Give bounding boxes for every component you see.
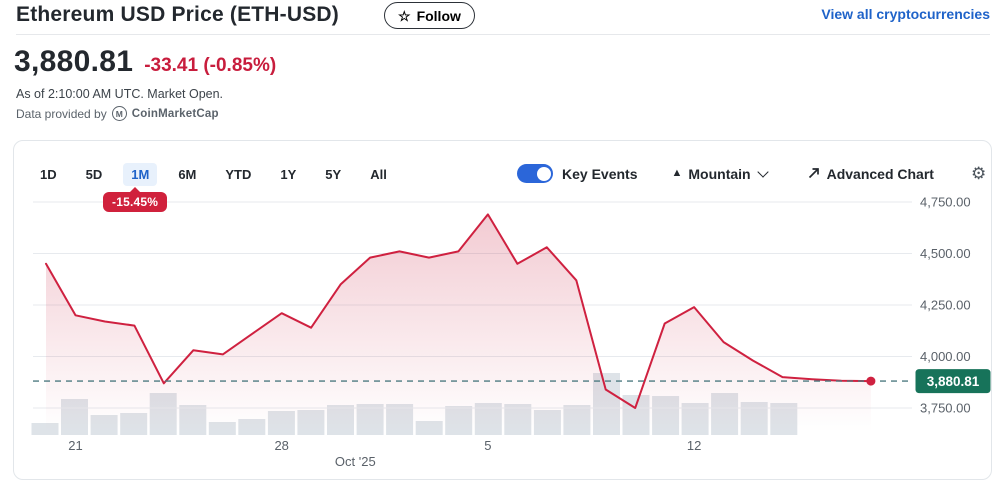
provider-name: CoinMarketCap: [131, 107, 219, 120]
mountain-icon: ▲: [671, 167, 683, 179]
follow-button-label: Follow: [416, 7, 461, 24]
price-change: -33.41 (-0.85%): [144, 55, 277, 76]
chart-card: [13, 140, 992, 480]
advanced-chart-button[interactable]: Advanced Chart: [807, 166, 934, 182]
quote-block: 3,880.81 -33.41 (-0.85%): [14, 45, 276, 79]
range-tab-1d[interactable]: 1D: [40, 167, 57, 182]
range-change-badge: -15.45%: [103, 187, 168, 212]
current-price: 3,880.81: [14, 45, 134, 78]
view-all-cryptocurrencies-link[interactable]: View all cryptocurrencies: [821, 6, 990, 22]
chart-type-dropdown[interactable]: ▲ Mountain: [671, 165, 769, 182]
data-provider-row: Data provided by M CoinMarketCap: [16, 106, 219, 121]
page-title: Ethereum USD Price (ETH-USD): [16, 3, 339, 26]
expand-arrow-icon: [808, 168, 819, 179]
follow-button[interactable]: ☆ Follow: [384, 2, 475, 29]
range-tab-ytd[interactable]: YTD: [225, 167, 252, 182]
toggle-knob: [536, 166, 551, 181]
range-tab-1m[interactable]: 1M: [123, 163, 158, 186]
chevron-down-icon: [756, 165, 769, 178]
range-tabs: 1D 5D 1M 6M YTD 1Y 5Y All: [32, 163, 395, 186]
coinmarketcap-logo-icon: M: [111, 106, 127, 121]
star-icon: ☆: [398, 7, 411, 24]
range-tab-5d[interactable]: 5D: [85, 167, 103, 182]
range-tab-all[interactable]: All: [370, 167, 387, 182]
advanced-chart-label: Advanced Chart: [826, 165, 934, 182]
range-tab-6m[interactable]: 6M: [178, 167, 197, 182]
chart-type-label: Mountain: [688, 165, 751, 182]
as-of-text: As of 2:10:00 AM UTC. Market Open.: [16, 87, 224, 101]
header-divider: [16, 34, 990, 35]
provided-by-label: Data provided by: [16, 106, 107, 121]
range-tab-1y[interactable]: 1Y: [280, 167, 297, 182]
range-tab-5y[interactable]: 5Y: [325, 167, 342, 182]
gear-icon[interactable]: ⚙: [970, 164, 987, 183]
key-events-toggle[interactable]: [517, 164, 553, 183]
chart-controls: Key Events ▲ Mountain Advanced Chart ⚙: [517, 164, 986, 183]
key-events-label: Key Events: [562, 165, 638, 182]
